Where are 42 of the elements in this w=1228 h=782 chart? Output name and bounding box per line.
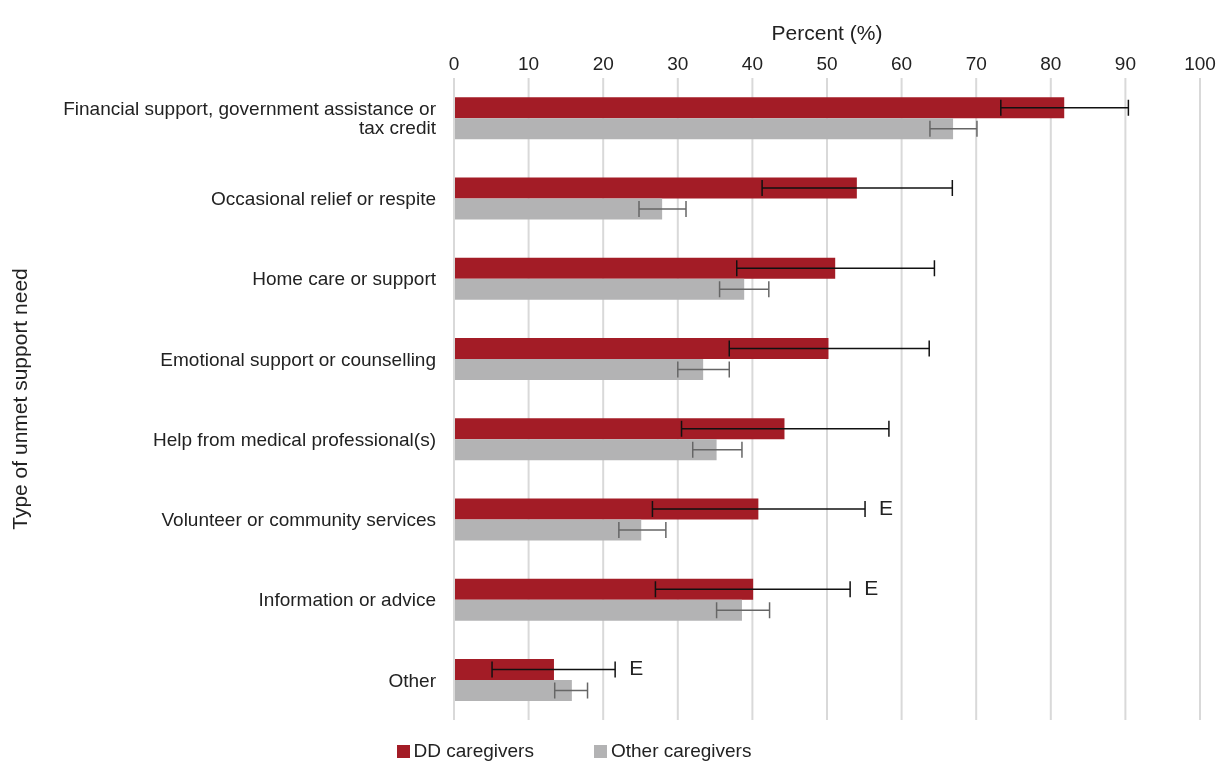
y-tick-label: Help from medical professional(s): [153, 428, 436, 450]
x-tick-label: 20: [592, 53, 614, 74]
x-tick-label: 60: [891, 53, 913, 74]
y-tick-label: Occasional relief or respite: [211, 188, 436, 210]
x-tick-label: 0: [448, 53, 460, 74]
x-tick-label: 90: [1114, 53, 1136, 74]
bar: [454, 338, 829, 360]
x-tick-label: 40: [741, 53, 763, 74]
x-tick-label: 100: [1184, 53, 1216, 74]
bar: [454, 578, 754, 600]
y-axis-title: Type of unmet support need: [8, 268, 32, 530]
legend-label: Other caregivers: [610, 740, 752, 761]
bar: [454, 359, 704, 381]
x-tick-label: 70: [965, 53, 987, 74]
bar: [454, 498, 759, 520]
bar: [454, 257, 836, 279]
x-tick-label: 50: [816, 53, 838, 74]
bar: [454, 278, 745, 300]
legend-label: DD caregivers: [413, 740, 534, 761]
y-tick-label: Information or advice: [258, 589, 436, 611]
x-axis-title: Percent (%): [771, 21, 883, 44]
y-tick-label: Other: [388, 669, 437, 691]
bar: [454, 418, 785, 440]
bar: [454, 659, 554, 681]
y-tick-label: Home care or support: [252, 268, 437, 290]
x-tick-label: 80: [1040, 53, 1062, 74]
bar: [454, 519, 642, 541]
bar: [454, 680, 572, 702]
bar: [454, 198, 663, 220]
bar: [454, 118, 954, 140]
x-tick-label: 10: [518, 53, 540, 74]
y-tick-label: Volunteer or community services: [161, 509, 436, 531]
y-tick-label: Emotional support or counselling: [160, 348, 436, 370]
annotation: E: [879, 495, 894, 519]
annotation: E: [864, 576, 879, 600]
bar: [454, 97, 1065, 119]
bar: [454, 439, 717, 461]
annotation: E: [629, 656, 644, 680]
y-tick-label: Financial support, government assistance or tax credit: [63, 98, 437, 139]
bar: [454, 599, 742, 621]
bar: [454, 177, 857, 199]
x-tick-label: 30: [667, 53, 689, 74]
